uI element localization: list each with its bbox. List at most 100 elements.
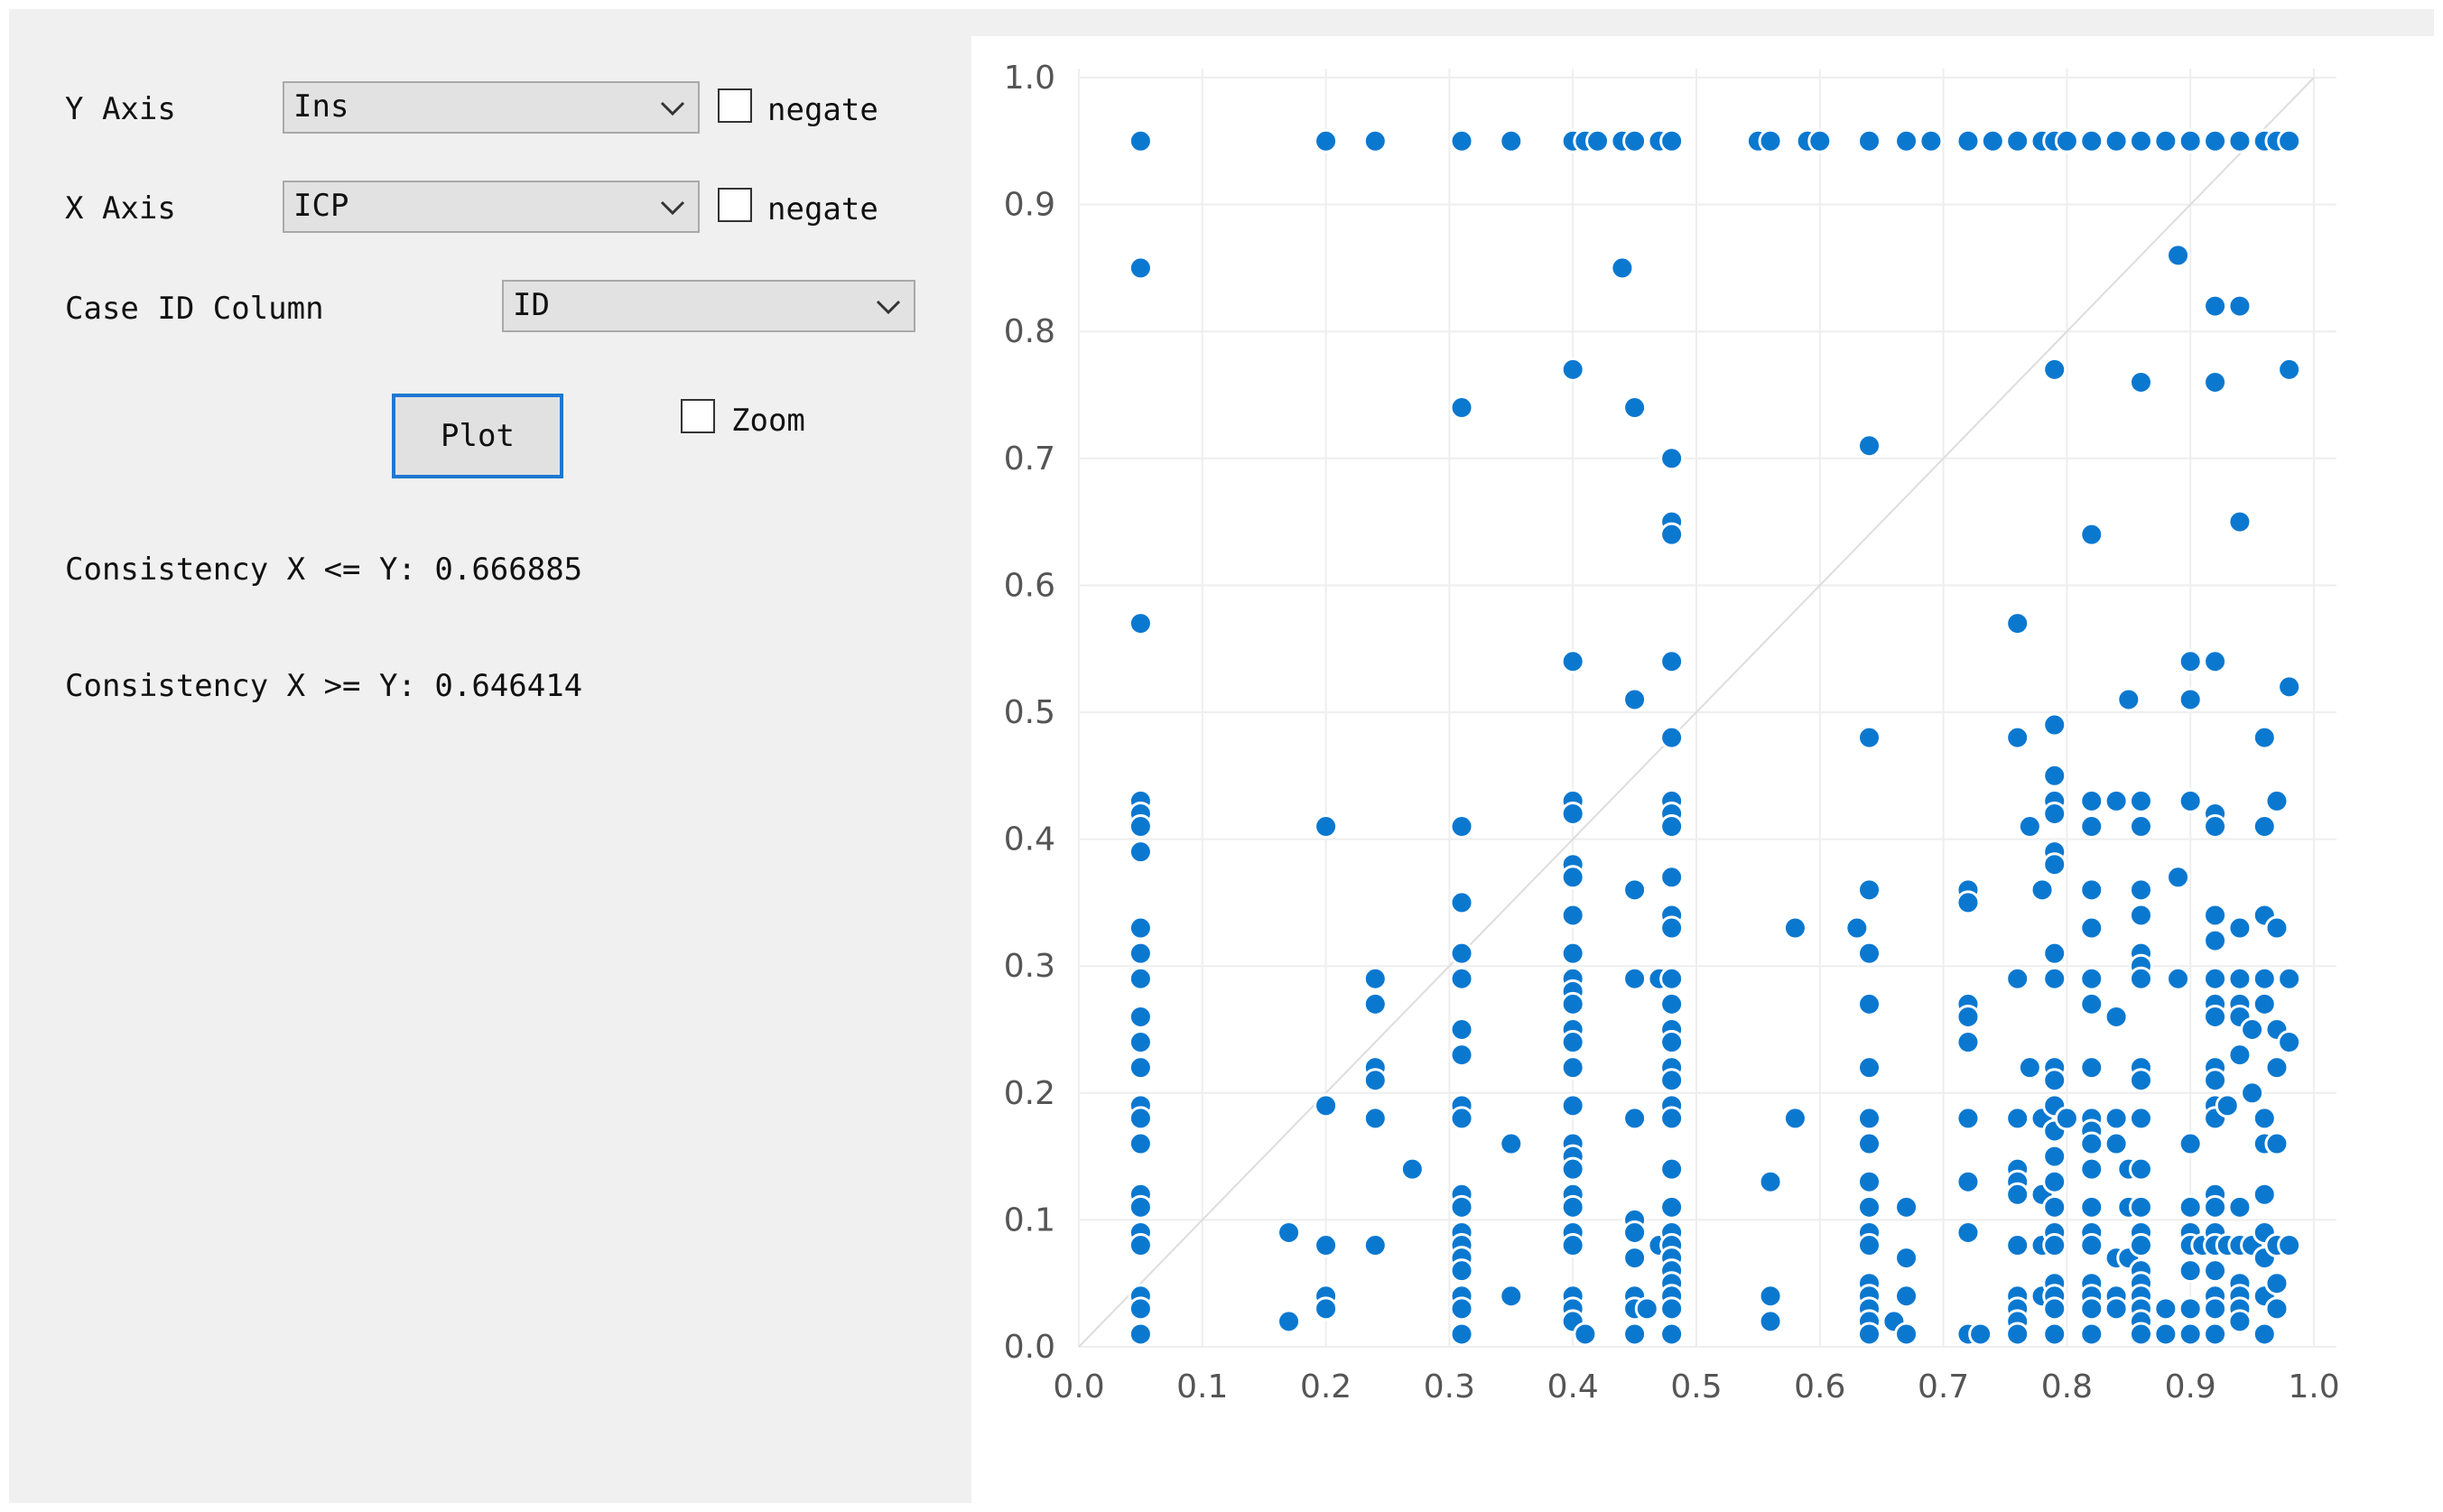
y-tick-labels: 0.0 0.1 0.2 0.3 0.4 0.5 0.6 0.7 0.8 0.9 1.0 (1004, 60, 1055, 1366)
scatter-point (1857, 1169, 1882, 1194)
scatter-point (2042, 1322, 2067, 1347)
scatter-point (1955, 1004, 1981, 1029)
scatter-point (2042, 712, 2067, 737)
x-tick-label: 0.1 (1176, 1368, 1228, 1405)
scatter-point (1128, 1004, 1153, 1029)
scatter-point (1968, 1322, 1993, 1347)
y-tick-label: 0.7 (1004, 441, 1055, 478)
scatter-point (1449, 1296, 1474, 1322)
scatter-point (1362, 991, 1388, 1016)
scatter-point (2128, 877, 2153, 903)
scatter-point (1362, 1106, 1388, 1131)
x-axis-label: X Axis (65, 190, 176, 227)
scatter-point (2178, 1258, 2203, 1284)
scatter-point (2128, 1156, 2153, 1182)
scatter-point (1857, 433, 1882, 459)
scatter-point (2203, 369, 2228, 394)
scatter-point (2079, 1055, 2104, 1081)
scatter-point (1955, 1106, 1981, 1131)
x-axis-select[interactable]: ICP (283, 181, 700, 233)
scatter-point (1857, 128, 1882, 153)
scatter-point (2042, 801, 2067, 826)
scatter-point (2042, 1068, 2067, 1093)
scatter-point (2166, 865, 2191, 890)
scatter-point (1659, 1194, 1685, 1220)
scatter-point (1659, 446, 1685, 471)
scatter-point (2005, 1322, 2030, 1347)
scatter-point (2277, 357, 2302, 382)
scatter-point (2153, 128, 2178, 153)
scatter-point (2166, 966, 2191, 991)
scatter-point (1894, 1322, 1919, 1347)
x-negate-label: negate (767, 191, 878, 227)
scatter-point (2252, 1106, 2277, 1131)
scatter-point (2042, 357, 2067, 382)
scatter-point (1857, 1233, 1882, 1258)
scatter-point (1128, 1296, 1153, 1322)
scatter-point (2017, 814, 2042, 839)
scatter-point (2054, 128, 2079, 153)
scatter-point (1659, 1068, 1685, 1093)
scatter-point (1449, 1017, 1474, 1042)
y-tick-label: 0.4 (1004, 821, 1055, 858)
scatter-point (1499, 128, 1524, 153)
scatter-point (1782, 1106, 1807, 1131)
x-negate-checkbox[interactable] (718, 188, 752, 222)
scatter-point (1449, 814, 1474, 839)
scatter-point (2203, 1296, 2228, 1322)
scatter-point (1449, 1043, 1474, 1068)
scatter-point (1560, 1233, 1585, 1258)
scatter-point (2252, 814, 2277, 839)
scatter-point (2178, 1322, 2203, 1347)
scatter-point (2104, 1296, 2129, 1322)
scatter-point (1449, 966, 1474, 991)
x-tick-label: 0.2 (1300, 1368, 1352, 1405)
scatter-point (1128, 128, 1153, 153)
y-negate-checkbox[interactable] (718, 88, 752, 123)
scatter-point (1659, 814, 1685, 839)
scatter-point (1128, 611, 1153, 636)
scatter-point (1659, 649, 1685, 674)
scatter-point (1857, 877, 1882, 903)
scatter-point (2116, 687, 2141, 712)
scatter-point (2227, 915, 2253, 941)
scatter-point (1894, 1246, 1919, 1271)
scatter-point (2178, 1296, 2203, 1322)
scatter-point (1449, 941, 1474, 966)
scatter-point (2252, 1182, 2277, 1207)
scatter-point (2042, 1296, 2067, 1322)
scatter-point (1399, 1156, 1425, 1182)
consistency-ge-text: Consistency X >= Y: 0.646414 (65, 668, 583, 704)
scatter-point (2227, 1194, 2253, 1220)
scatter-point (1857, 1194, 1882, 1220)
scatter-point (2128, 1322, 2153, 1347)
scatter-point (2264, 788, 2290, 813)
scatter-point (2227, 293, 2253, 319)
scatter-point (2227, 509, 2253, 534)
x-axis-value: ICP (293, 188, 349, 224)
scatter-point (1659, 725, 1685, 750)
scatter-point (1362, 966, 1388, 991)
zoom-checkbox[interactable] (681, 399, 715, 433)
scatter-point (2030, 877, 2055, 903)
y-axis-value: Ins (293, 88, 349, 125)
scatter-point (2203, 1258, 2228, 1284)
x-tick-label: 0.5 (1670, 1368, 1722, 1405)
scatter-point (2005, 611, 2030, 636)
y-tick-label: 0.8 (1004, 313, 1055, 350)
scatter-point (2264, 1131, 2290, 1156)
scatter-point (1894, 128, 1919, 153)
plot-button[interactable]: Plot (392, 394, 563, 478)
scatter-point (2128, 903, 2153, 928)
y-axis-select[interactable]: Ins (283, 81, 700, 134)
y-tick-label: 0.0 (1004, 1329, 1055, 1366)
scatter-point (1560, 1055, 1585, 1081)
scatter-point (2042, 1233, 2067, 1258)
case-id-select[interactable]: ID (502, 280, 915, 332)
scatter-point (2252, 1322, 2277, 1347)
scatter-point (2005, 128, 2030, 153)
scatter-point (2153, 1296, 2178, 1322)
scatter-point (2203, 1068, 2228, 1093)
scatter-point (2079, 877, 2104, 903)
scatter-point (2128, 369, 2153, 394)
